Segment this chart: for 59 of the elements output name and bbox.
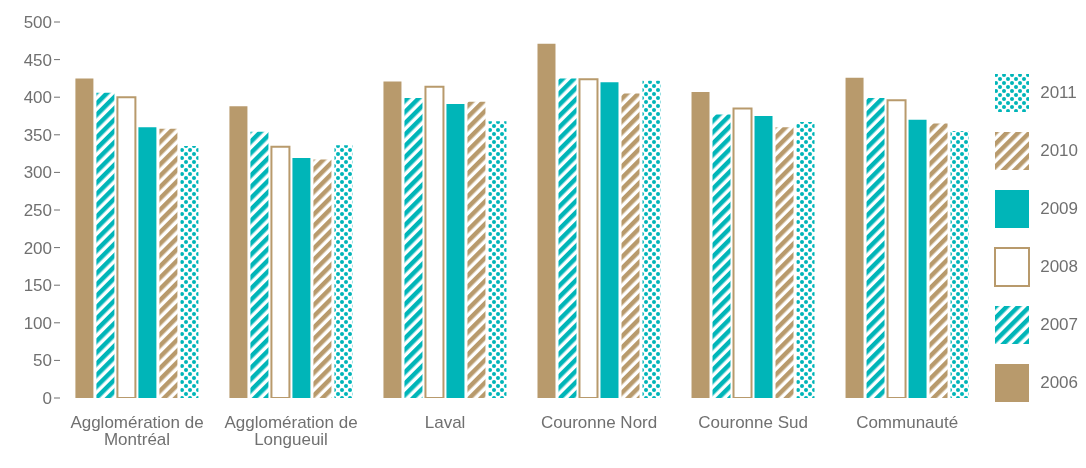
x-tick-label: Couronne Sud — [698, 413, 808, 433]
bar — [754, 116, 773, 398]
bar — [250, 131, 269, 398]
y-tick-label: 250 — [23, 201, 52, 221]
x-tick-label: Agglomération de Longueuil — [224, 413, 358, 450]
bar — [537, 43, 556, 398]
bar — [96, 92, 115, 398]
bar — [732, 107, 753, 398]
bar — [600, 82, 619, 398]
bar — [138, 127, 157, 398]
legend-label: 2009 — [1040, 199, 1078, 219]
bar — [796, 122, 815, 398]
bar — [404, 97, 423, 398]
bar — [334, 145, 353, 398]
y-tick-label: 400 — [23, 88, 52, 108]
bar — [446, 103, 465, 398]
y-tick-label: 50 — [33, 351, 52, 371]
y-tick-label: 200 — [23, 238, 52, 258]
bar — [775, 127, 794, 398]
bar — [578, 78, 599, 398]
bar — [558, 78, 577, 398]
bar — [180, 146, 199, 398]
bar — [292, 158, 311, 398]
legend-label: 2008 — [1040, 257, 1078, 277]
legend-label: 2011 — [1040, 83, 1077, 103]
x-tick-label: Agglomération de Montréal — [70, 413, 204, 450]
y-tick-label: 450 — [23, 50, 52, 70]
bar — [950, 131, 969, 398]
y-tick-label: 100 — [23, 313, 52, 333]
bar — [642, 80, 661, 398]
x-tick-label: Laval — [424, 413, 466, 433]
bar — [229, 106, 248, 398]
bar — [929, 123, 948, 398]
bar — [866, 97, 885, 398]
bar — [908, 119, 927, 398]
bar — [75, 78, 94, 398]
y-tick-label: 0 — [42, 389, 52, 409]
legend-label: 2007 — [1040, 315, 1078, 335]
y-tick-label: 150 — [23, 276, 52, 296]
legend-label: 2010 — [1040, 141, 1078, 161]
bar — [845, 77, 864, 398]
bar — [383, 81, 402, 398]
legend-label: 2006 — [1040, 373, 1078, 393]
y-tick-label: 500 — [23, 13, 52, 33]
bar — [116, 96, 137, 398]
bar — [159, 128, 178, 398]
x-tick-label: Couronne Nord — [540, 413, 658, 433]
bar — [313, 159, 332, 398]
bar — [621, 93, 640, 398]
bar — [488, 121, 507, 398]
x-tick-label: Communauté — [856, 413, 959, 433]
bar — [467, 101, 486, 398]
bar — [270, 145, 291, 398]
bar — [886, 99, 907, 398]
y-tick-label: 350 — [23, 125, 52, 145]
bar — [691, 91, 710, 398]
bar — [712, 114, 731, 398]
y-tick-label: 300 — [23, 163, 52, 183]
bar — [424, 85, 445, 398]
